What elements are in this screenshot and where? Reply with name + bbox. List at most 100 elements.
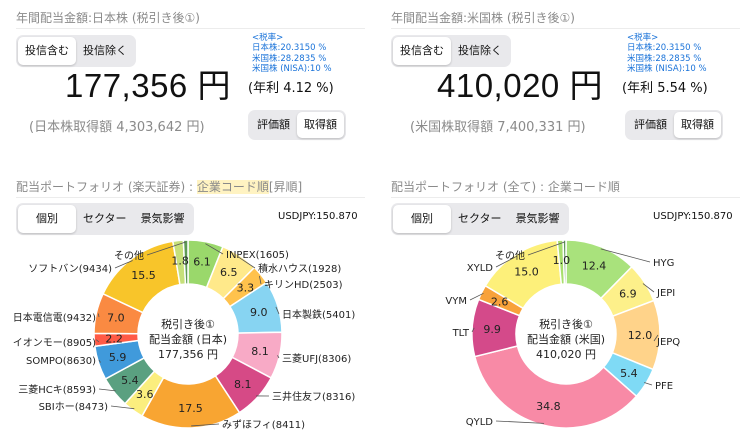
divider xyxy=(16,28,365,29)
exclude-funds-button[interactable]: 投信除く xyxy=(458,44,502,57)
valuation-basis-toggle: 評価額 取得額 xyxy=(248,110,346,140)
slice-category-label: 日本電信電(9432) xyxy=(13,311,96,324)
slice-value-label: 12.0 xyxy=(628,329,653,342)
section-title-japan: 年間配当金額:日本株 (税引き後①) xyxy=(16,11,200,25)
annual-yield: (年利 4.12 %) xyxy=(248,81,334,96)
slice-value-label: 2.2 xyxy=(105,333,123,346)
slice-value-label: 15.5 xyxy=(131,269,156,282)
fund-include-toggle: 投信含む 投信除く xyxy=(391,35,511,67)
slice-category-label: 三菱UFJ(8306) xyxy=(282,353,351,365)
exclude-funds-button[interactable]: 投信除く xyxy=(83,44,127,57)
slice-value-label: 1.0 xyxy=(553,254,571,267)
annual-dividend-amount: 410,020 円 xyxy=(437,67,603,104)
leader-line xyxy=(469,292,484,301)
view-individual-button[interactable]: 個別 xyxy=(18,205,76,233)
tax-rate-info: <税率> 日本株:20.3150 % 米国株:28.2835 % 米国株 (NI… xyxy=(627,33,707,75)
slice-category-label: JEPQ xyxy=(656,337,680,348)
slice-value-label: 6.9 xyxy=(619,287,637,300)
leader-line xyxy=(495,255,518,268)
fx-rate: USDJPY:150.870 xyxy=(278,211,358,222)
japan-portfolio-donut-chart: 6.1 6.5 3.3 9.0 8.1 8.1 17.5 3.65.4 5.9 2.2 7.0 15.… xyxy=(13,239,355,431)
divider xyxy=(391,197,740,198)
sort-key-highlight[interactable]: 企業コード順 xyxy=(196,180,269,194)
slice-category-label: HYG xyxy=(653,258,674,269)
tax-rate-line: 米国株:28.2835 % xyxy=(627,53,702,64)
sort-order[interactable]: [昇順] xyxy=(268,180,303,194)
leader-line xyxy=(495,420,545,424)
leader-line xyxy=(98,388,116,392)
include-funds-button[interactable]: 投信含む xyxy=(18,37,76,65)
leader-line xyxy=(527,241,565,256)
tax-rate-line: 日本株:20.3150 % xyxy=(627,43,702,54)
donut-center-line: 配当金額 (米国) xyxy=(527,332,605,346)
leader-line xyxy=(238,256,256,269)
leader-line xyxy=(258,275,262,285)
view-individual-button[interactable]: 個別 xyxy=(393,205,451,233)
slice-value-label: 5.9 xyxy=(109,351,127,364)
donut-center-line: 税引き後① xyxy=(161,317,215,331)
tax-rate-header: <税率> xyxy=(252,33,284,43)
slice-category-label: PFE xyxy=(655,381,673,392)
slice-category-label: その他 xyxy=(495,249,525,262)
donut-slice[interactable] xyxy=(473,345,638,429)
slice-category-label: QYLD xyxy=(466,417,494,428)
leader-line xyxy=(600,248,651,263)
market-value-button[interactable]: 評価額 xyxy=(634,118,667,131)
slice-value-label: 34.8 xyxy=(536,400,561,413)
leader-line xyxy=(97,313,100,318)
annual-dividend-amount: 177,356 円 xyxy=(65,67,231,104)
slice-value-label: 6.5 xyxy=(220,266,238,279)
acquisition-cost-button[interactable]: 取得額 xyxy=(297,112,344,138)
portfolio-view-toggle: 個別 セクター 景気影響 xyxy=(391,203,569,235)
donut-center-line: 177,356 円 xyxy=(158,348,218,361)
market-value-button[interactable]: 評価額 xyxy=(257,118,290,131)
slice-category-label: ソフトバン(9434) xyxy=(28,263,112,275)
donut-center-line: 410,020 円 xyxy=(536,348,596,361)
fund-include-toggle: 投信含む 投信除く xyxy=(16,35,136,67)
leader-line xyxy=(98,359,101,363)
slice-value-label: 3.6 xyxy=(136,388,154,401)
donut-center-line: 税引き後① xyxy=(539,317,593,331)
annual-yield: (年利 5.54 %) xyxy=(622,81,708,96)
tax-rate-info: <税率> 日本株:20.3150 % 米国株:28.2835 % 米国株 (NI… xyxy=(252,33,332,75)
divider xyxy=(16,197,365,198)
japan-dividend-panel: 年間配当金額:日本株 (税引き後①) 投信含む 投信除く <税率> 日本株:20… xyxy=(13,11,365,431)
acquisition-amount: (米国株取得額 7,400,331 円) xyxy=(410,120,586,135)
view-sector-button[interactable]: セクター xyxy=(83,212,127,225)
slice-category-label: みずほフィ(8411) xyxy=(222,419,305,431)
slice-value-label: 2.6 xyxy=(491,295,509,308)
leader-line xyxy=(277,355,280,359)
slice-category-label: SOMPO(8630) xyxy=(26,356,96,367)
view-sector-button[interactable]: セクター xyxy=(458,212,502,225)
include-funds-button[interactable]: 投信含む xyxy=(393,37,451,65)
leader-line xyxy=(146,241,186,256)
donut-slice[interactable] xyxy=(562,239,567,285)
view-economy-button[interactable]: 景気影響 xyxy=(515,212,560,225)
slice-category-label: INPEX(1605) xyxy=(226,250,289,261)
portfolio-title-japan: 配当ポートフォリオ (楽天証券) : 企業コード順[昇順] xyxy=(16,178,302,195)
slice-category-label: JEPI xyxy=(656,288,675,299)
slice-value-label: 6.1 xyxy=(193,255,211,268)
leader-line xyxy=(95,339,100,343)
slice-category-label: SBIホー(8473) xyxy=(39,401,109,413)
slice-value-label: 9.0 xyxy=(250,306,268,319)
slice-value-label: 3.3 xyxy=(237,281,255,294)
slice-value-label: 15.0 xyxy=(514,265,539,278)
slice-category-label: その他 xyxy=(114,249,144,262)
leader-line xyxy=(114,260,133,269)
view-economy-button[interactable]: 景気影響 xyxy=(140,212,185,225)
portfolio-view-toggle: 個別 セクター 景気影響 xyxy=(16,203,194,235)
leader-line xyxy=(471,327,475,333)
slice-value-label: 8.1 xyxy=(251,345,269,358)
leader-line xyxy=(205,243,224,255)
slice-category-label: 三井住友フ(8316) xyxy=(272,390,355,403)
leader-line xyxy=(110,405,135,410)
donut-slice[interactable] xyxy=(182,239,189,285)
acquisition-cost-button[interactable]: 取得額 xyxy=(674,112,721,138)
portfolio-title-us[interactable]: 配当ポートフォリオ (全て) : 企業コード順 xyxy=(391,180,620,194)
leader-line xyxy=(644,382,653,386)
tax-rate-header: <税率> xyxy=(627,33,659,43)
slice-category-label: XYLD xyxy=(467,263,494,274)
acquisition-amount: (日本株取得額 4,303,642 円) xyxy=(29,120,205,135)
us-dividend-panel: 年間配当金額:米国株 (税引き後①) 投信含む 投信除く <税率> 日本株:20… xyxy=(375,0,750,431)
